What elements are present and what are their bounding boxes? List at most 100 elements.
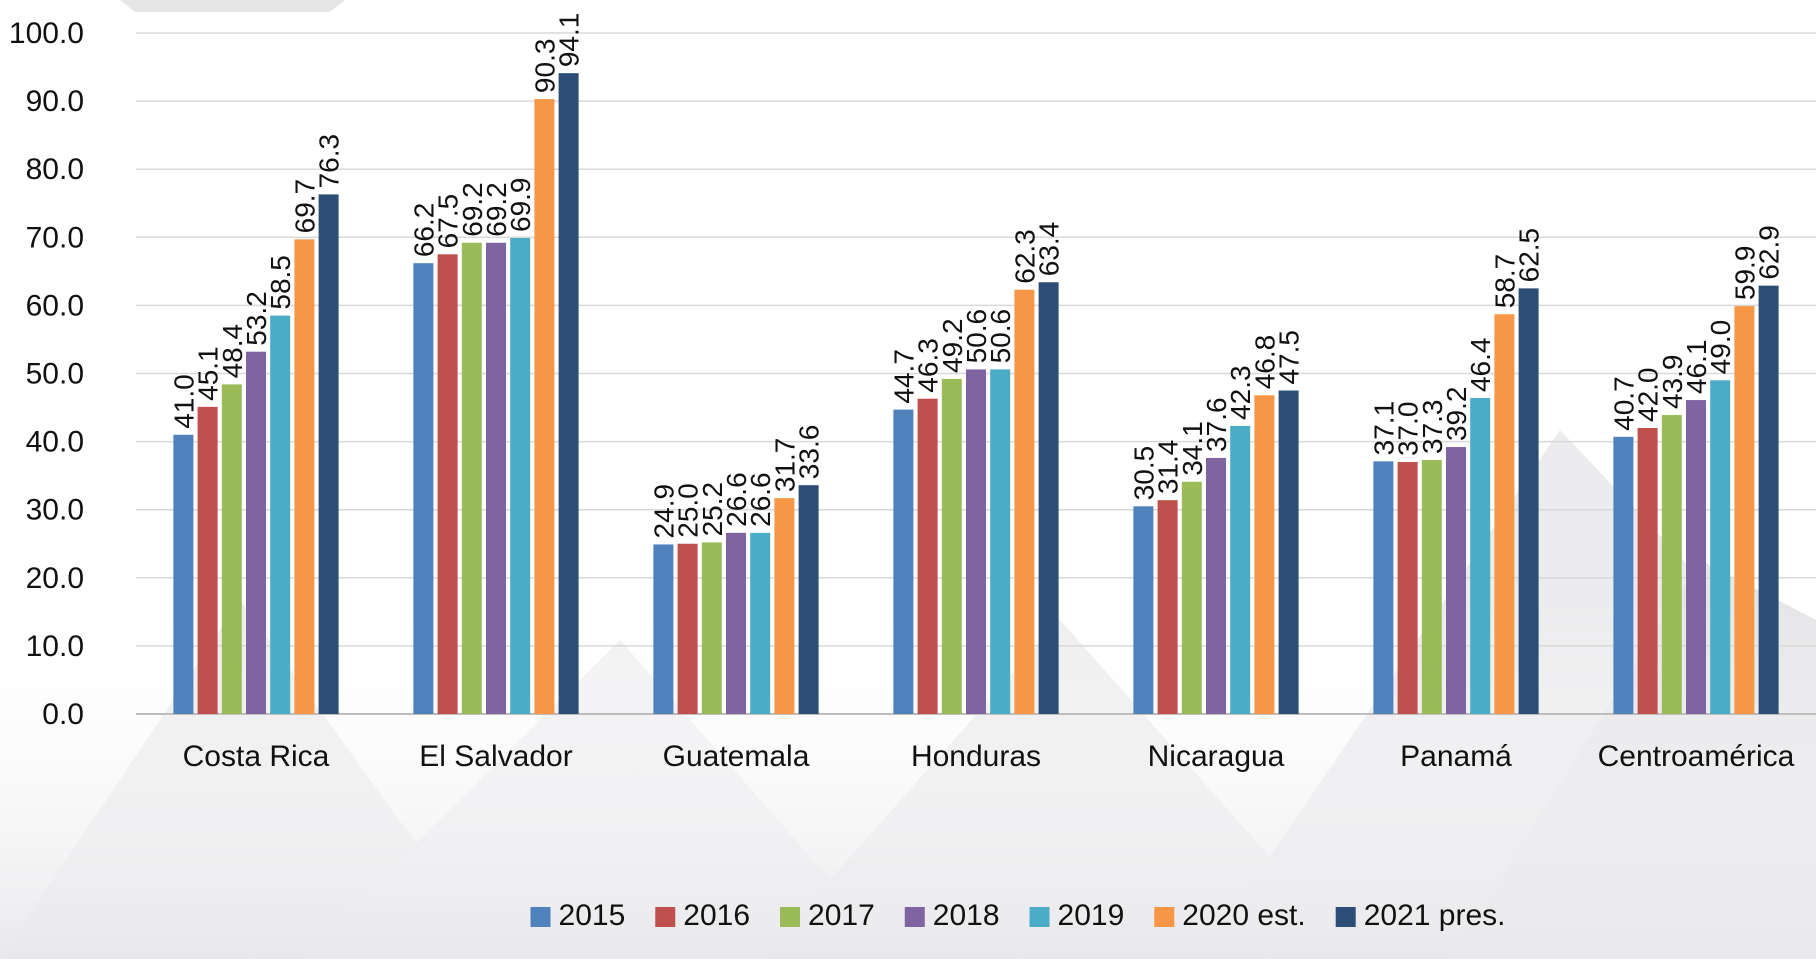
bar: [941, 378, 962, 714]
bar-data-label: 46.1: [1681, 340, 1712, 395]
bar: [653, 544, 674, 714]
bar-data-label: 90.3: [529, 39, 560, 94]
bar: [990, 369, 1011, 714]
bar: [701, 542, 722, 714]
legend-label: 2020 est.: [1182, 899, 1305, 932]
bar: [270, 315, 291, 714]
bar-data-label: 50.6: [961, 309, 992, 364]
bar-data-label: 34.1: [1177, 421, 1208, 476]
bar-data-label: 26.6: [721, 472, 752, 527]
bar: [510, 237, 531, 714]
bar-data-label: 69.2: [481, 182, 512, 237]
y-tick-label: 30.0: [26, 494, 84, 527]
bar: [1637, 427, 1658, 714]
legend-label: 2017: [808, 899, 875, 932]
bar-data-label: 62.9: [1754, 225, 1785, 280]
bar: [1230, 425, 1251, 714]
bar-data-label: 50.6: [985, 309, 1016, 363]
bar: [798, 485, 819, 714]
bar-data-label: 37.0: [1393, 402, 1424, 457]
bar-data-label: 39.2: [1441, 387, 1472, 442]
category-label: Guatemala: [663, 740, 810, 773]
bar-data-label: 66.2: [408, 203, 439, 258]
bar-data-label: 94.1: [554, 13, 585, 68]
legend-item: 2018: [904, 899, 1000, 932]
bar-data-label: 49.2: [937, 318, 968, 373]
x-axis-category-labels: Costa Rica El Salvador Guatemala Honduras Ni…: [183, 740, 1795, 773]
top-tab-shape: [120, 0, 345, 12]
legend-swatch: [780, 907, 801, 927]
category-label: El Salvador: [419, 740, 572, 773]
bar-data-label: 46.3: [913, 338, 944, 393]
bar-data-label: 46.8: [1249, 335, 1280, 390]
bar: [1710, 380, 1731, 714]
bar: [774, 498, 795, 714]
legend-item: 2020 est.: [1154, 899, 1306, 932]
y-tick-label: 20.0: [26, 562, 84, 595]
category-label: Panamá: [1400, 740, 1512, 773]
bar: [917, 398, 938, 714]
bar-data-label: 25.2: [697, 482, 728, 537]
bar: [246, 351, 266, 714]
legend-item: 2016: [655, 899, 750, 932]
bar: [1494, 314, 1515, 714]
bar-data-label: 37.1: [1368, 401, 1399, 456]
legend-swatch: [655, 907, 676, 927]
legend-swatch: [1154, 907, 1175, 927]
bar-data-label: 41.0: [168, 374, 199, 429]
bar: [221, 384, 242, 714]
bar-data-label: 31.4: [1153, 440, 1184, 495]
legend-item: 2019: [1029, 899, 1124, 932]
category-label: Honduras: [911, 740, 1041, 773]
bar: [197, 406, 218, 714]
bar-data-label: 37.3: [1417, 399, 1448, 454]
legend-item: 2017: [780, 899, 875, 932]
bar-data-labels: 41.045.148.453.258.569.776.366.267.569.2…: [168, 13, 1784, 539]
bar: [1661, 415, 1682, 714]
bar-data-label: 37.6: [1201, 397, 1232, 452]
bar: [893, 409, 914, 714]
bar-data-label: 42.3: [1225, 365, 1256, 420]
bar: [294, 239, 315, 714]
legend-swatch: [1335, 907, 1356, 927]
y-tick-label: 100.0: [9, 17, 84, 50]
bar: [1278, 390, 1299, 714]
bar: [558, 73, 579, 714]
bar-data-label: 49.0: [1705, 320, 1736, 375]
bar: [1613, 436, 1634, 714]
legend-item: 2015: [530, 899, 626, 932]
bar-data-label: 63.4: [1034, 222, 1065, 277]
bar: [966, 369, 986, 714]
bar: [1686, 400, 1706, 714]
bar-data-label: 43.9: [1657, 355, 1688, 410]
category-label: Costa Rica: [183, 740, 330, 773]
bar-data-label: 59.9: [1729, 246, 1760, 301]
y-tick-label: 0.0: [42, 698, 84, 731]
bar-data-label: 30.5: [1128, 446, 1159, 501]
y-tick-label: 90.0: [26, 85, 84, 118]
bar-data-label: 24.9: [648, 484, 679, 539]
bar-data-label: 67.5: [433, 194, 464, 248]
y-tick-label: 60.0: [26, 289, 84, 322]
bar: [677, 543, 698, 714]
bar-data-label: 69.7: [289, 179, 320, 234]
category-label: Centroamérica: [1598, 740, 1795, 773]
bar-data-label: 44.7: [888, 349, 919, 404]
bar: [437, 254, 458, 714]
y-tick-label: 80.0: [26, 153, 84, 186]
legend-label: 2015: [559, 899, 626, 932]
bar: [1133, 506, 1154, 714]
bar: [1446, 447, 1466, 714]
bar: [1038, 282, 1059, 714]
bar: [1181, 481, 1202, 714]
bar: [461, 242, 482, 715]
legend-swatch: [530, 907, 551, 927]
bar: [1014, 289, 1035, 714]
bar-data-label: 53.2: [241, 291, 272, 346]
bar-data-label: 47.5: [1274, 330, 1305, 385]
bar-data-label: 62.5: [1514, 228, 1545, 283]
legend: 2015 2016 2017 2018 2019 2020 est. 2021 pres.: [530, 899, 1505, 932]
bar-data-label: 45.1: [193, 346, 224, 401]
bar-data-label: 69.9: [505, 177, 536, 232]
